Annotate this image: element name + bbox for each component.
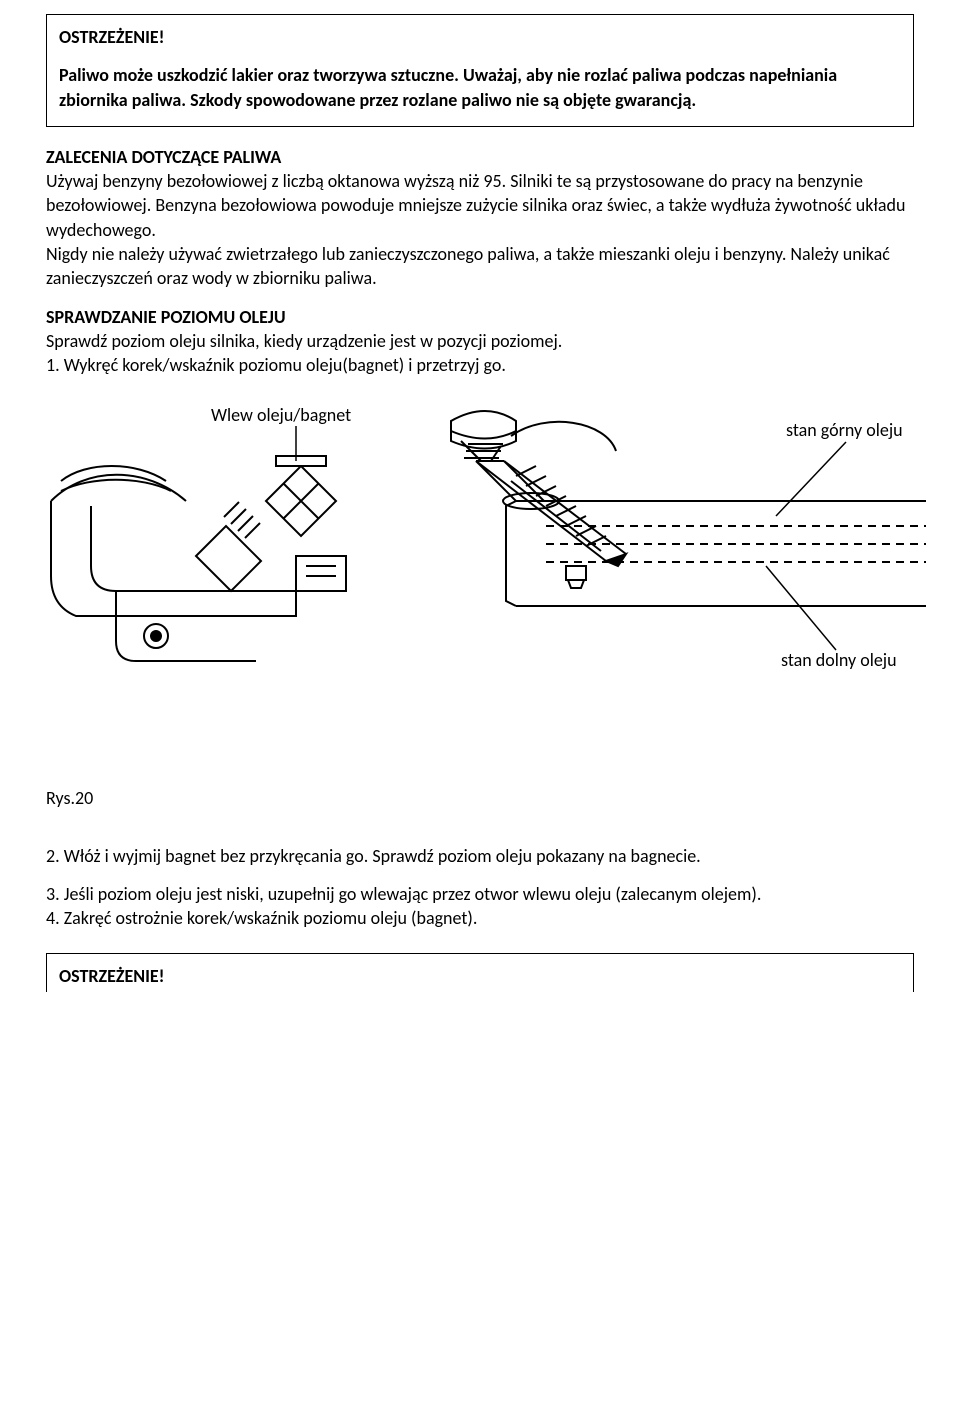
figure-caption: Rys.20 <box>46 786 914 810</box>
document-page: OSTRZEŻENIE! Paliwo może uszkodzić lakie… <box>0 0 960 1006</box>
warning-body: Paliwo może uszkodzić lakier oraz tworzy… <box>59 63 901 112</box>
engine-oil-diagram: Wlew oleju/bagnet stan górny oleju stan … <box>46 406 926 726</box>
oil-title: SPRAWDZANIE POZIOMU OLEJU <box>46 306 286 328</box>
oil-intro: Sprawdź poziom oleju silnika, kiedy urzą… <box>46 330 562 352</box>
oil-step1: 1. Wykręć korek/wskaźnik poziomu oleju(b… <box>46 354 506 376</box>
oil-diagram-figure: Wlew oleju/bagnet stan górny oleju stan … <box>46 406 914 726</box>
step-3: 3. Jeśli poziom oleju jest niski, uzupeł… <box>46 883 761 905</box>
step-4: 4. Zakręć ostrożnie korek/wskaźnik pozio… <box>46 907 477 929</box>
fuel-p2: Nigdy nie należy używać zwietrzałego lub… <box>46 242 914 291</box>
fuel-title: ZALECENIA DOTYCZĄCE PALIWA <box>46 146 281 168</box>
oil-block: SPRAWDZANIE POZIOMU OLEJU Sprawdź poziom… <box>46 305 914 378</box>
figure-label-top: stan górny oleju <box>786 419 903 441</box>
figure-label-bottom: stan dolny oleju <box>781 649 897 671</box>
fuel-p1: Używaj benzyny bezołowiowej z liczbą okt… <box>46 170 905 241</box>
warning-title: OSTRZEŻENIE! <box>59 25 901 49</box>
step-2: 2. Włóż i wyjmij bagnet bez przykręcania… <box>46 844 914 868</box>
fuel-block: ZALECENIA DOTYCZĄCE PALIWA Używaj benzyn… <box>46 145 914 242</box>
figure-label-left: Wlew oleju/bagnet <box>211 406 351 426</box>
warning-box-bottom: OSTRZEŻENIE! <box>46 953 914 992</box>
warning-box-top: OSTRZEŻENIE! Paliwo może uszkodzić lakie… <box>46 14 914 127</box>
step-3-4-block: 3. Jeśli poziom oleju jest niski, uzupeł… <box>46 882 914 931</box>
warning2-title: OSTRZEŻENIE! <box>59 964 901 988</box>
